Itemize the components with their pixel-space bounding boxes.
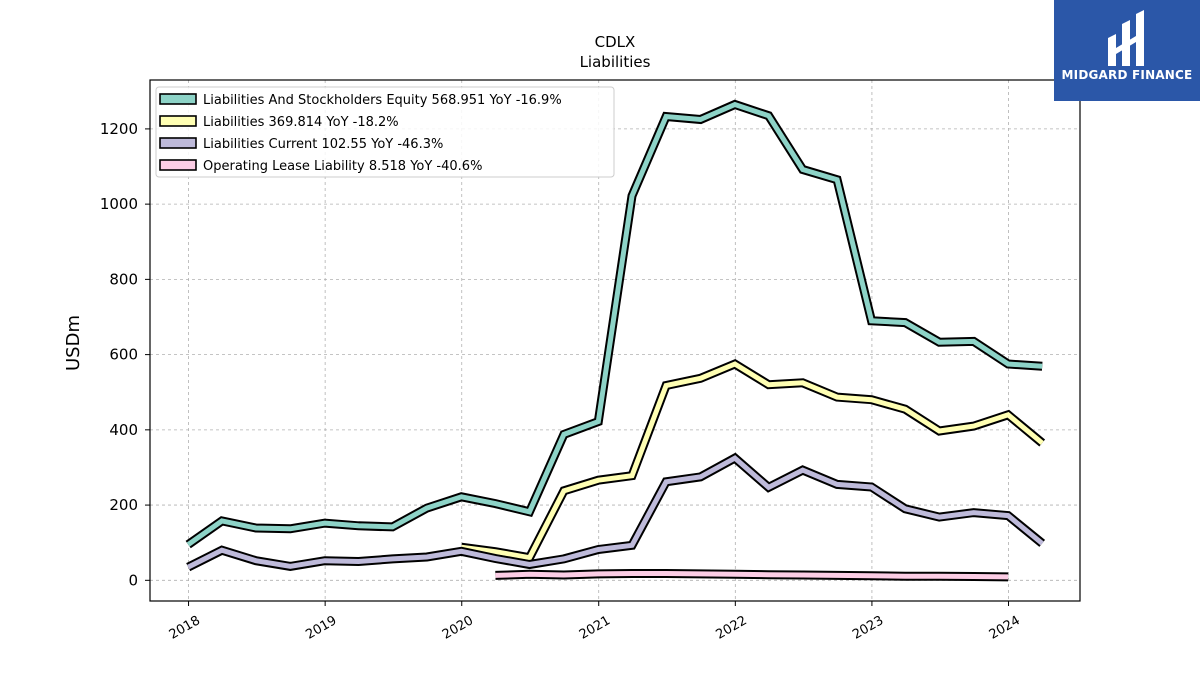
legend-box [155, 86, 615, 178]
y-tick-label: 800 [109, 270, 138, 288]
legend-label: Liabilities And Stockholders Equity 568.… [203, 93, 562, 108]
x-tick-label: 2024 [987, 613, 1023, 643]
legend-swatch [159, 93, 197, 105]
series-liabilities-current [186, 452, 1046, 572]
chart-title: CDLX [595, 33, 636, 51]
series-operating-lease-liability [495, 569, 1009, 582]
series-line [461, 361, 1044, 561]
x-tick-label: 2020 [440, 613, 476, 643]
legend-item: Liabilities Current 102.55 YoY -46.3% [159, 137, 443, 152]
chart-subtitle: Liabilities [580, 53, 651, 71]
y-tick-label: 0 [128, 571, 138, 589]
logo-mark-icon [1108, 10, 1144, 66]
y-tick-label: 1200 [100, 120, 138, 138]
x-tick-label: 2019 [303, 613, 339, 643]
midgard-finance-logo: MIDGARD FINANCE [1054, 0, 1200, 101]
series-liabilities [460, 358, 1046, 563]
grid [150, 80, 1080, 601]
legend: Liabilities And Stockholders Equity 568.… [155, 86, 615, 178]
x-tick-label: 2023 [850, 613, 886, 643]
legend-label: Liabilities Current 102.55 YoY -46.3% [203, 137, 443, 152]
x-tick-label: 2021 [577, 613, 613, 643]
y-tick-label: 1000 [100, 195, 138, 213]
plot-frame [149, 79, 1081, 602]
legend-item: Operating Lease Liability 8.518 YoY -40.… [159, 159, 482, 174]
legend-label: Operating Lease Liability 8.518 YoY -40.… [203, 159, 482, 174]
y-axis-label: USDm [63, 315, 84, 371]
series-liabilities-and-stockholders-equity [185, 99, 1043, 549]
x-tick-label: 2022 [713, 613, 749, 643]
legend-label: Liabilities 369.814 YoY -18.2% [203, 115, 399, 130]
legend-item: Liabilities 369.814 YoY -18.2% [159, 115, 399, 130]
legend-item: Liabilities And Stockholders Equity 568.… [159, 93, 562, 108]
legend-swatch [159, 137, 197, 149]
logo-text: MIDGARD FINANCE [1061, 68, 1193, 82]
y-tick-label: 400 [109, 421, 138, 439]
x-tick-label: 2018 [167, 613, 203, 643]
legend-swatch [159, 159, 197, 171]
y-tick-label: 200 [109, 496, 138, 514]
y-tick-label: 600 [109, 346, 138, 364]
legend-swatch [159, 115, 197, 127]
series-line [495, 571, 1009, 580]
series-layer [185, 99, 1046, 582]
series-line [187, 455, 1044, 570]
series-line [186, 101, 1043, 547]
